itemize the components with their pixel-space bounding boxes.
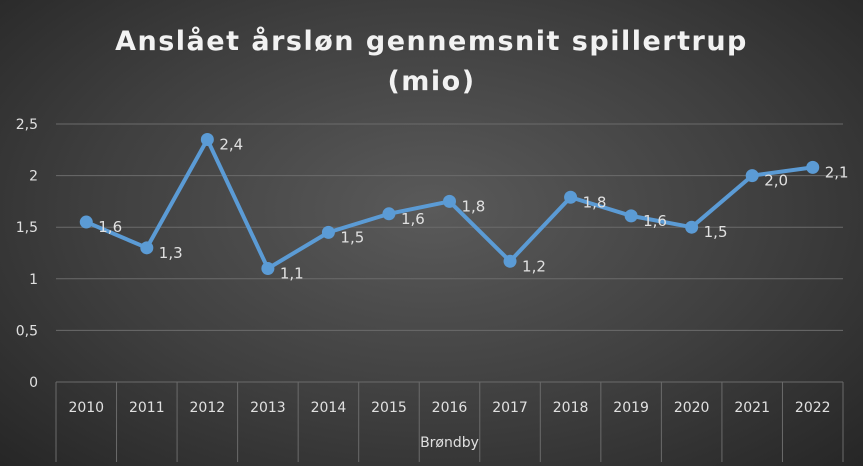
x-axis-title: Brøndby — [420, 435, 479, 451]
data-point — [685, 220, 699, 234]
chart-title-line-2: (mio) — [387, 66, 476, 97]
data-label: 1,1 — [280, 264, 304, 282]
data-label: 1,6 — [643, 212, 667, 230]
data-label: 1,8 — [583, 193, 607, 211]
x-tick-label: 2011 — [129, 400, 165, 416]
data-point — [79, 215, 93, 229]
data-label: 1,2 — [522, 257, 546, 275]
x-tick-label: 2013 — [250, 400, 286, 416]
data-point — [745, 169, 759, 183]
data-point — [564, 190, 578, 204]
data-label: 2,4 — [219, 135, 243, 153]
data-label: 1,5 — [340, 228, 364, 246]
y-tick-label: 2 — [29, 169, 38, 185]
x-tick-label: 2020 — [674, 400, 710, 416]
data-label: 1,3 — [159, 244, 183, 262]
data-label: 1,5 — [704, 223, 728, 241]
y-tick-label: 0,5 — [16, 323, 38, 339]
y-tick-label: 1 — [29, 272, 38, 288]
y-tick-label: 1,5 — [16, 220, 38, 236]
x-tick-label: 2010 — [68, 400, 104, 416]
data-point — [503, 254, 517, 268]
x-tick-label: 2021 — [734, 400, 770, 416]
x-tick-label: 2014 — [311, 400, 347, 416]
data-point — [624, 209, 638, 223]
x-tick-label: 2017 — [492, 400, 528, 416]
x-tick-label: 2015 — [371, 400, 407, 416]
data-point — [321, 225, 335, 239]
data-label: 1,6 — [98, 218, 122, 236]
data-label: 2,0 — [764, 172, 788, 190]
x-tick-label: 2016 — [432, 400, 468, 416]
data-point — [261, 261, 275, 275]
y-tick-label: 0 — [29, 375, 38, 391]
data-point — [443, 194, 456, 208]
y-tick-label: 2,5 — [16, 117, 38, 133]
chart-title: Anslået årsløn gennemsnit spillertrup (m… — [0, 22, 863, 102]
data-label: 1,6 — [401, 210, 425, 228]
x-tick-label: 2012 — [190, 400, 226, 416]
data-point — [140, 241, 154, 255]
data-point — [382, 207, 396, 221]
data-point — [806, 160, 820, 174]
x-tick-label: 2019 — [613, 400, 649, 416]
data-label: 1,8 — [462, 197, 486, 215]
data-label: 2,1 — [825, 163, 849, 181]
x-tick-label: 2018 — [553, 400, 589, 416]
data-point — [200, 132, 214, 146]
chart-title-line-1: Anslået årsløn gennemsnit spillertrup — [115, 26, 748, 57]
x-tick-label: 2022 — [795, 400, 831, 416]
